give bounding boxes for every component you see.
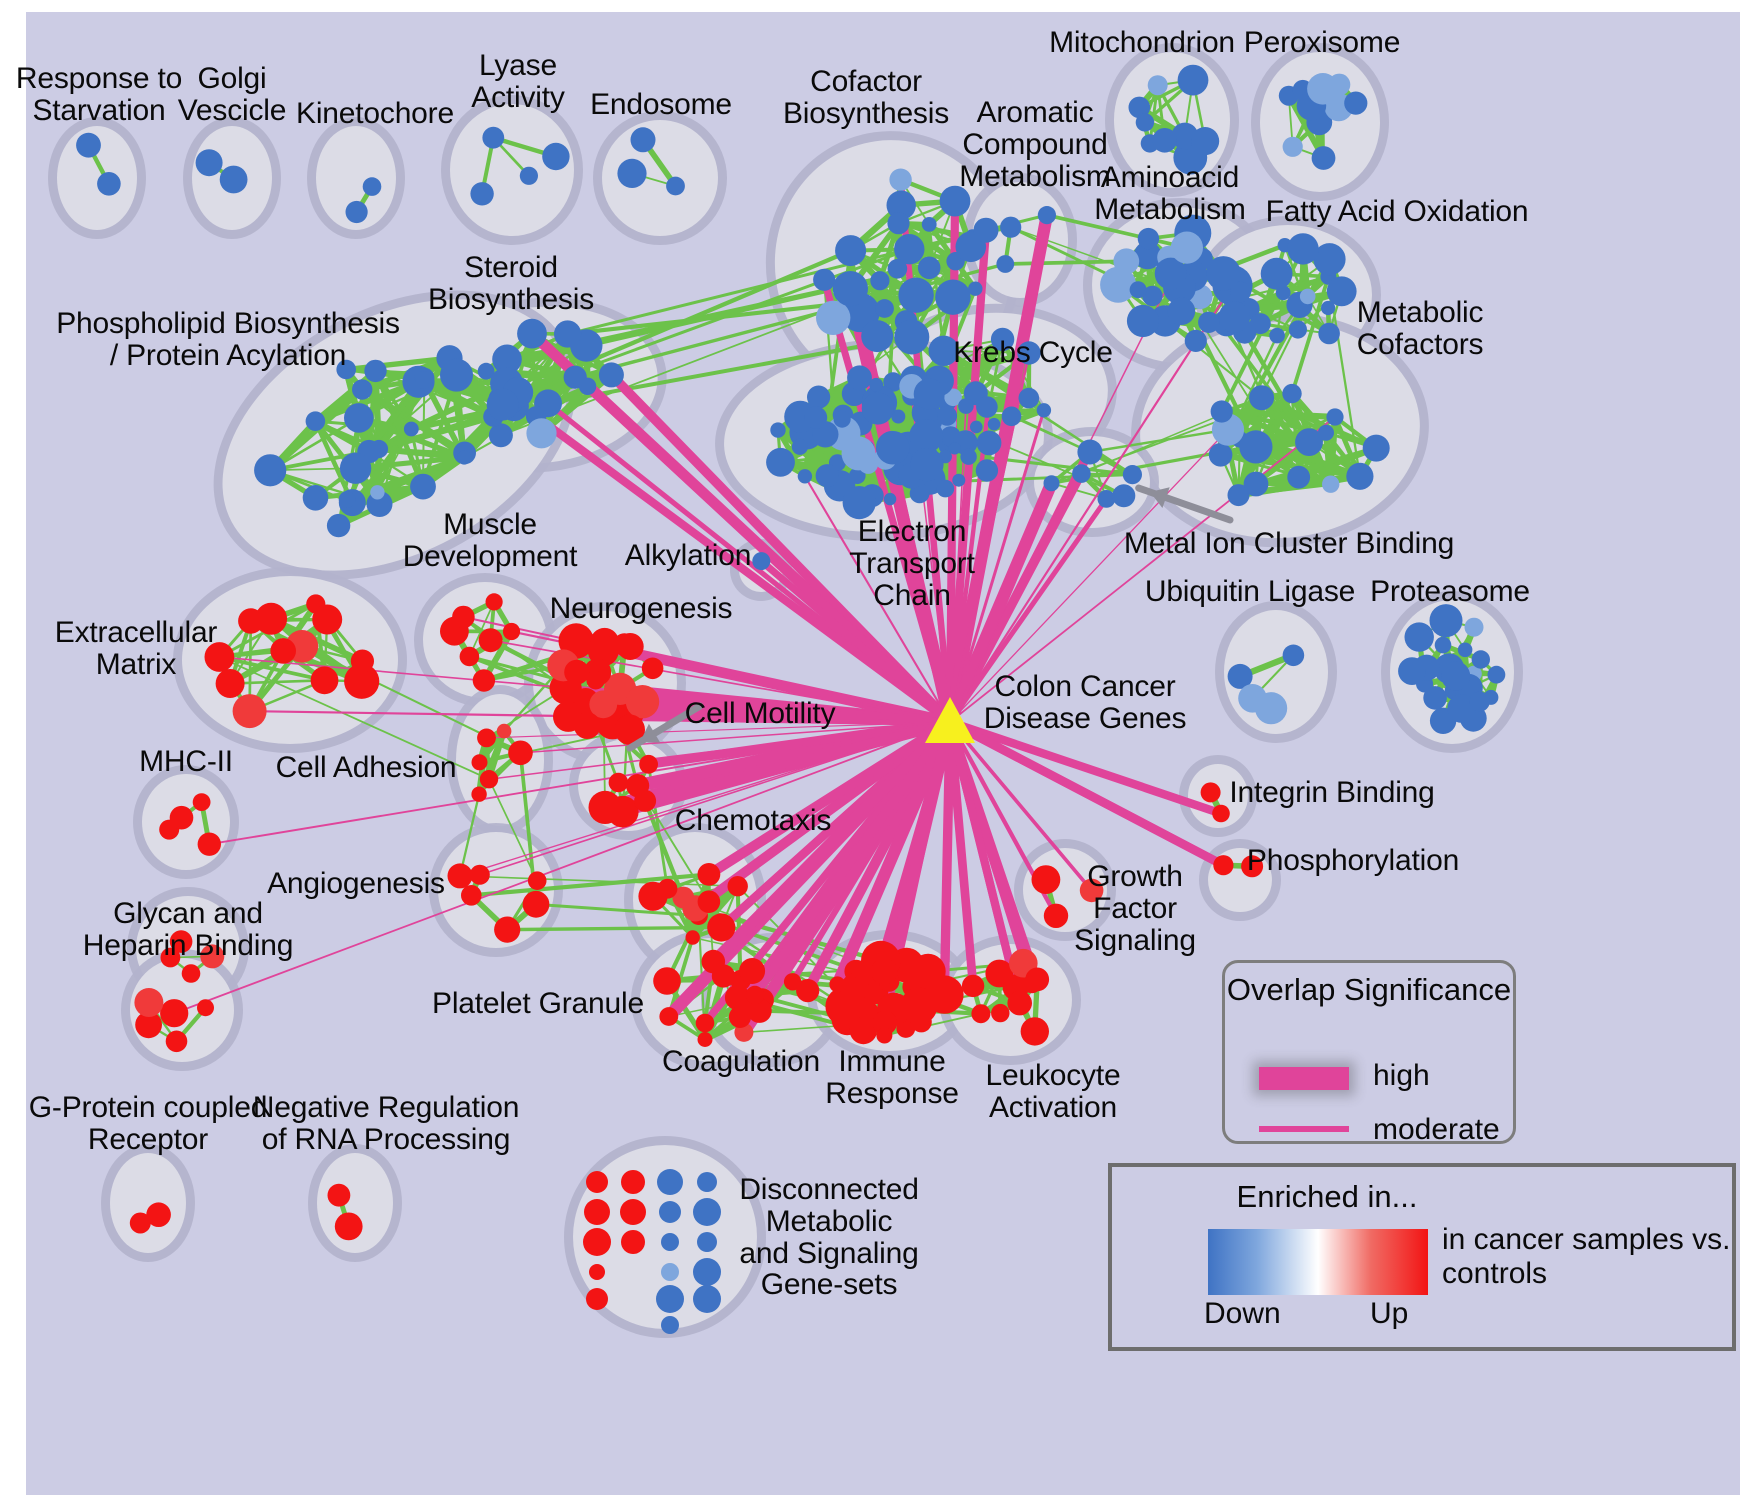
cluster-label-mhc-ii: MHC-II [139, 745, 233, 778]
cluster-label-coagulation: Coagulation [662, 1045, 820, 1078]
cluster-label-peroxisome: Peroxisome [1243, 26, 1401, 59]
cluster-label-chemotaxis: Chemotaxis [674, 804, 832, 837]
cluster-label-neurogenesis: Neurogenesis [549, 592, 733, 625]
cluster-label-metabolic-cofactors: Metabolic Cofactors [1356, 296, 1484, 361]
cluster-label-endosome: Endosome [590, 88, 732, 121]
legend-swatch-moderate [1259, 1126, 1349, 1132]
cluster-label-mitochondrion: Mitochondrion [1049, 26, 1235, 59]
cluster-label-proteasome: Proteasome [1370, 575, 1530, 608]
cluster-label-angiogenesis: Angiogenesis [267, 867, 445, 900]
legend-label-high: high [1373, 1059, 1430, 1092]
cluster-label-extracellular-matrix: Extracellular Matrix [54, 616, 218, 681]
cluster-label-leukocyte-activation: Leukocyte Activation [985, 1059, 1121, 1124]
cluster-label-immune-response: Immune Response [825, 1045, 959, 1110]
cluster-label-glycan-and-heparin-binding: Glycan and Heparin Binding [82, 897, 294, 962]
cluster-label-cell-motility: Cell Motility [684, 697, 836, 730]
cluster-label-aromatic-compound-metabolism: Aromatic Compound Metabolism [959, 96, 1111, 193]
cluster-label-g-protein-coupled-receptor: G-Protein coupled Receptor [28, 1091, 268, 1156]
cluster-label-fatty-acid-oxidation: Fatty Acid Oxidation [1265, 195, 1529, 228]
cluster-label-growth-factor-signaling: Growth Factor Signaling [1074, 860, 1196, 957]
cluster-label-ubiquitin-ligase: Ubiquitin Ligase [1144, 575, 1356, 608]
legend-label-down: Down [1204, 1297, 1281, 1330]
legend-enriched-in: Enriched in... Down Up in cancer samples… [1108, 1163, 1736, 1351]
legend-label-context: in cancer samples vs. controls [1442, 1223, 1731, 1290]
cluster-label-kinetochore: Kinetochore [296, 97, 454, 130]
cluster-label-electron-transport-chain: Electron Transport Chain [849, 515, 975, 612]
cluster-label-cell-adhesion: Cell Adhesion [275, 751, 457, 784]
legend-label-moderate: moderate [1373, 1113, 1500, 1146]
legend-swatch-high [1259, 1067, 1349, 1090]
cluster-label-lyase-activity: Lyase Activity [471, 49, 565, 114]
cluster-label-alkylation: Alkylation [624, 539, 752, 572]
legend-enriched-title: Enriched in... [1236, 1179, 1418, 1214]
cluster-label-muscle-development: Muscle Development [402, 508, 578, 573]
cluster-label-phosphorylation: Phosphorylation [1246, 844, 1460, 877]
cluster-label-negative-regulation-of-rna-processing: Negative Regulation of RNA Processing [252, 1091, 520, 1156]
cluster-label-colon-cancer-disease-genes: Colon Cancer Disease Genes [983, 670, 1187, 735]
cluster-label-cofactor-biosynthesis: Cofactor Biosynthesis [782, 65, 949, 130]
cluster-label-krebs-cycle: Krebs Cycle [953, 336, 1113, 369]
cluster-label-metal-ion-cluster-binding: Metal Ion Cluster Binding [1123, 527, 1455, 560]
cluster-label-golgi-vescicle: Golgi Vescicle [177, 62, 287, 127]
cluster-label-platelet-granule: Platelet Granule [432, 987, 644, 1020]
legend-label-up: Up [1370, 1297, 1409, 1330]
cluster-label-integrin-binding: Integrin Binding [1229, 776, 1435, 809]
cluster-label-phospholipid-biosynthesis-protein-acylation: Phospholipid Biosynthesis / Protein Acyl… [56, 307, 400, 372]
cluster-label-disconnected-metabolic-signaling-gene-sets: Disconnected Metabolic and Signaling Gen… [739, 1173, 919, 1302]
cluster-label-response-to-starvation: Response to Starvation [15, 62, 183, 127]
cluster-label-steroid-biosynthesis: Steroid Biosynthesis [427, 251, 594, 316]
cluster-label-aminoacid-metabolism: Aminoacid Metabolism [1094, 161, 1246, 226]
legend-color-gradient-bar [1208, 1229, 1428, 1295]
legend-overlap-significance: Overlap Significance high moderate [1222, 960, 1516, 1146]
legend-overlap-title: Overlap Significance [1226, 972, 1512, 1007]
